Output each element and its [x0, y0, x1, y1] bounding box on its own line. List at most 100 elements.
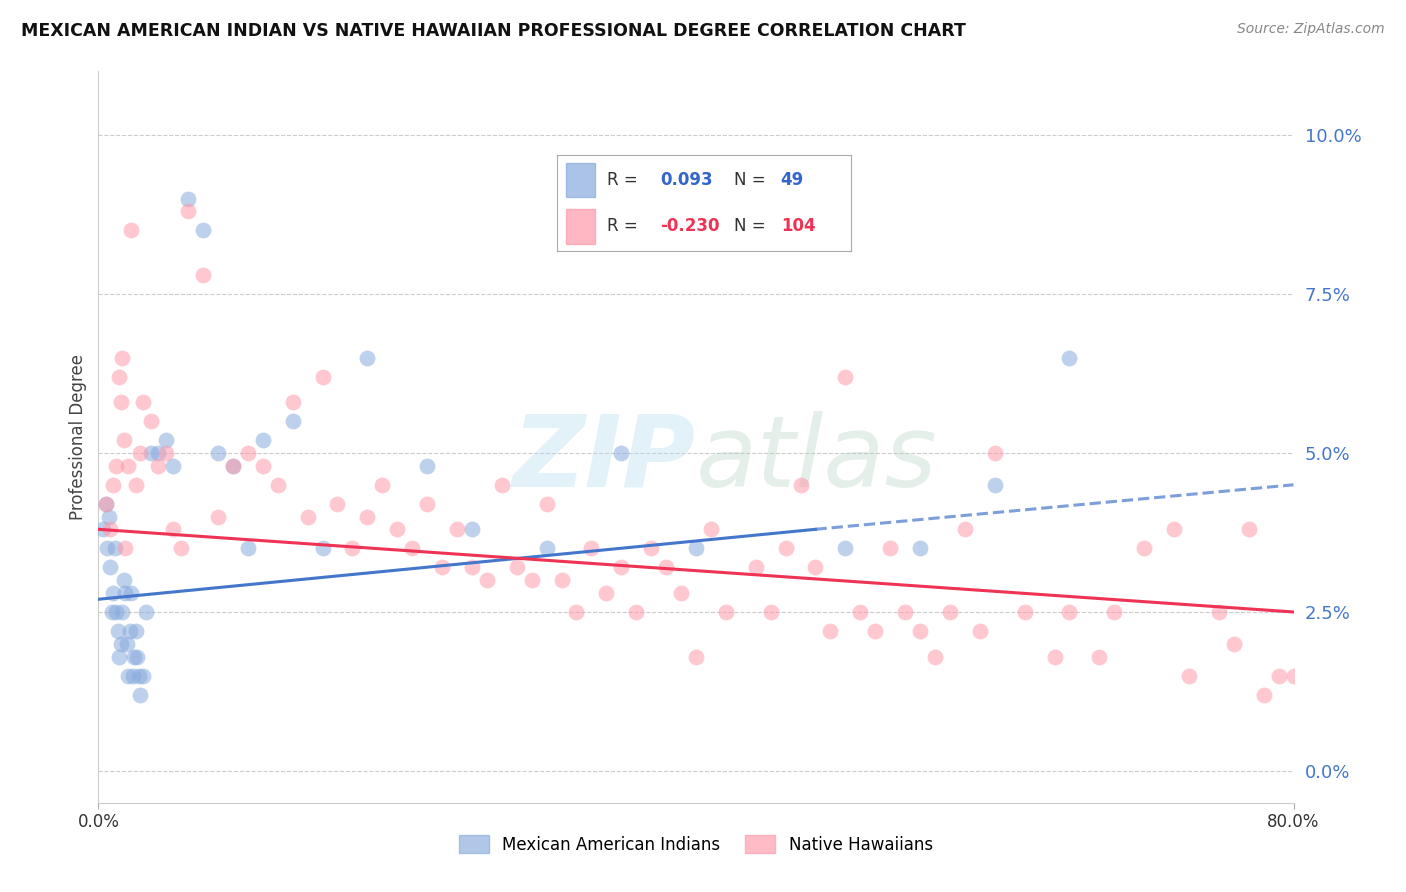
Point [111, 351, 134, 365]
Point [101, 605, 124, 619]
Point [640, 541, 662, 556]
Point [669, 586, 692, 600]
Point [118, 624, 141, 638]
Point [121, 668, 143, 682]
Point [94, 497, 117, 511]
Point [1043, 649, 1066, 664]
Point [281, 414, 304, 428]
Point [105, 458, 128, 473]
Point [129, 446, 152, 460]
Point [120, 223, 142, 237]
Point [124, 649, 146, 664]
Point [120, 586, 142, 600]
Point [177, 204, 200, 219]
Point [311, 541, 333, 556]
Point [112, 573, 135, 587]
Point [1088, 649, 1111, 664]
Y-axis label: Professional Degree: Professional Degree [69, 354, 87, 520]
Point [112, 434, 135, 448]
Point [610, 560, 633, 574]
Point [236, 446, 259, 460]
Point [595, 586, 617, 600]
Point [108, 649, 131, 664]
Point [236, 541, 259, 556]
Point [461, 560, 484, 574]
Point [1178, 668, 1201, 682]
Bar [567, 209, 595, 244]
Point [714, 605, 737, 619]
Point [849, 605, 872, 619]
Point [430, 560, 453, 574]
Point [114, 541, 136, 556]
Point [169, 541, 191, 556]
Point [581, 541, 603, 556]
Point [1133, 541, 1156, 556]
Text: R =: R = [607, 218, 643, 235]
Point [879, 541, 901, 556]
Point [191, 268, 214, 282]
Point [110, 637, 132, 651]
Point [446, 522, 468, 536]
Point [191, 223, 214, 237]
Point [111, 605, 134, 619]
Point [252, 458, 274, 473]
Point [908, 624, 931, 638]
Point [356, 509, 378, 524]
Point [416, 497, 439, 511]
Point [177, 192, 200, 206]
Point [416, 458, 439, 473]
Point [311, 369, 333, 384]
Point [491, 477, 513, 491]
Text: 104: 104 [780, 218, 815, 235]
Text: 0.093: 0.093 [659, 171, 713, 189]
Point [1163, 522, 1185, 536]
Point [745, 560, 768, 574]
Point [91, 522, 114, 536]
Point [107, 624, 129, 638]
Point [132, 395, 155, 409]
Point [125, 624, 148, 638]
Point [700, 522, 723, 536]
Point [1014, 605, 1036, 619]
Point [105, 605, 128, 619]
Point [461, 522, 484, 536]
Point [155, 434, 177, 448]
Point [117, 458, 139, 473]
Point [775, 541, 797, 556]
Point [148, 446, 170, 460]
Point [865, 624, 887, 638]
Text: ZIP: ZIP [513, 410, 696, 508]
Bar [567, 163, 595, 197]
Point [139, 446, 162, 460]
Point [536, 497, 558, 511]
Point [1282, 668, 1305, 682]
Point [104, 541, 127, 556]
Point [908, 541, 931, 556]
Point [103, 586, 125, 600]
Point [162, 458, 184, 473]
Point [969, 624, 991, 638]
Point [207, 509, 229, 524]
Point [475, 573, 498, 587]
Point [132, 668, 155, 682]
Point [924, 649, 946, 664]
Point [139, 414, 162, 428]
Point [267, 477, 290, 491]
Point [685, 649, 707, 664]
Point [1059, 351, 1081, 365]
Point [127, 649, 149, 664]
Point [1059, 605, 1081, 619]
Point [115, 637, 138, 651]
Point [804, 560, 827, 574]
Point [834, 541, 856, 556]
Point [155, 446, 177, 460]
Point [834, 369, 856, 384]
Point [655, 560, 678, 574]
Point [1237, 522, 1260, 536]
Point [297, 509, 319, 524]
Point [953, 522, 976, 536]
Text: -0.230: -0.230 [659, 218, 720, 235]
Point [94, 497, 117, 511]
Text: MEXICAN AMERICAN INDIAN VS NATIVE HAWAIIAN PROFESSIONAL DEGREE CORRELATION CHART: MEXICAN AMERICAN INDIAN VS NATIVE HAWAII… [21, 22, 966, 40]
Point [401, 541, 423, 556]
